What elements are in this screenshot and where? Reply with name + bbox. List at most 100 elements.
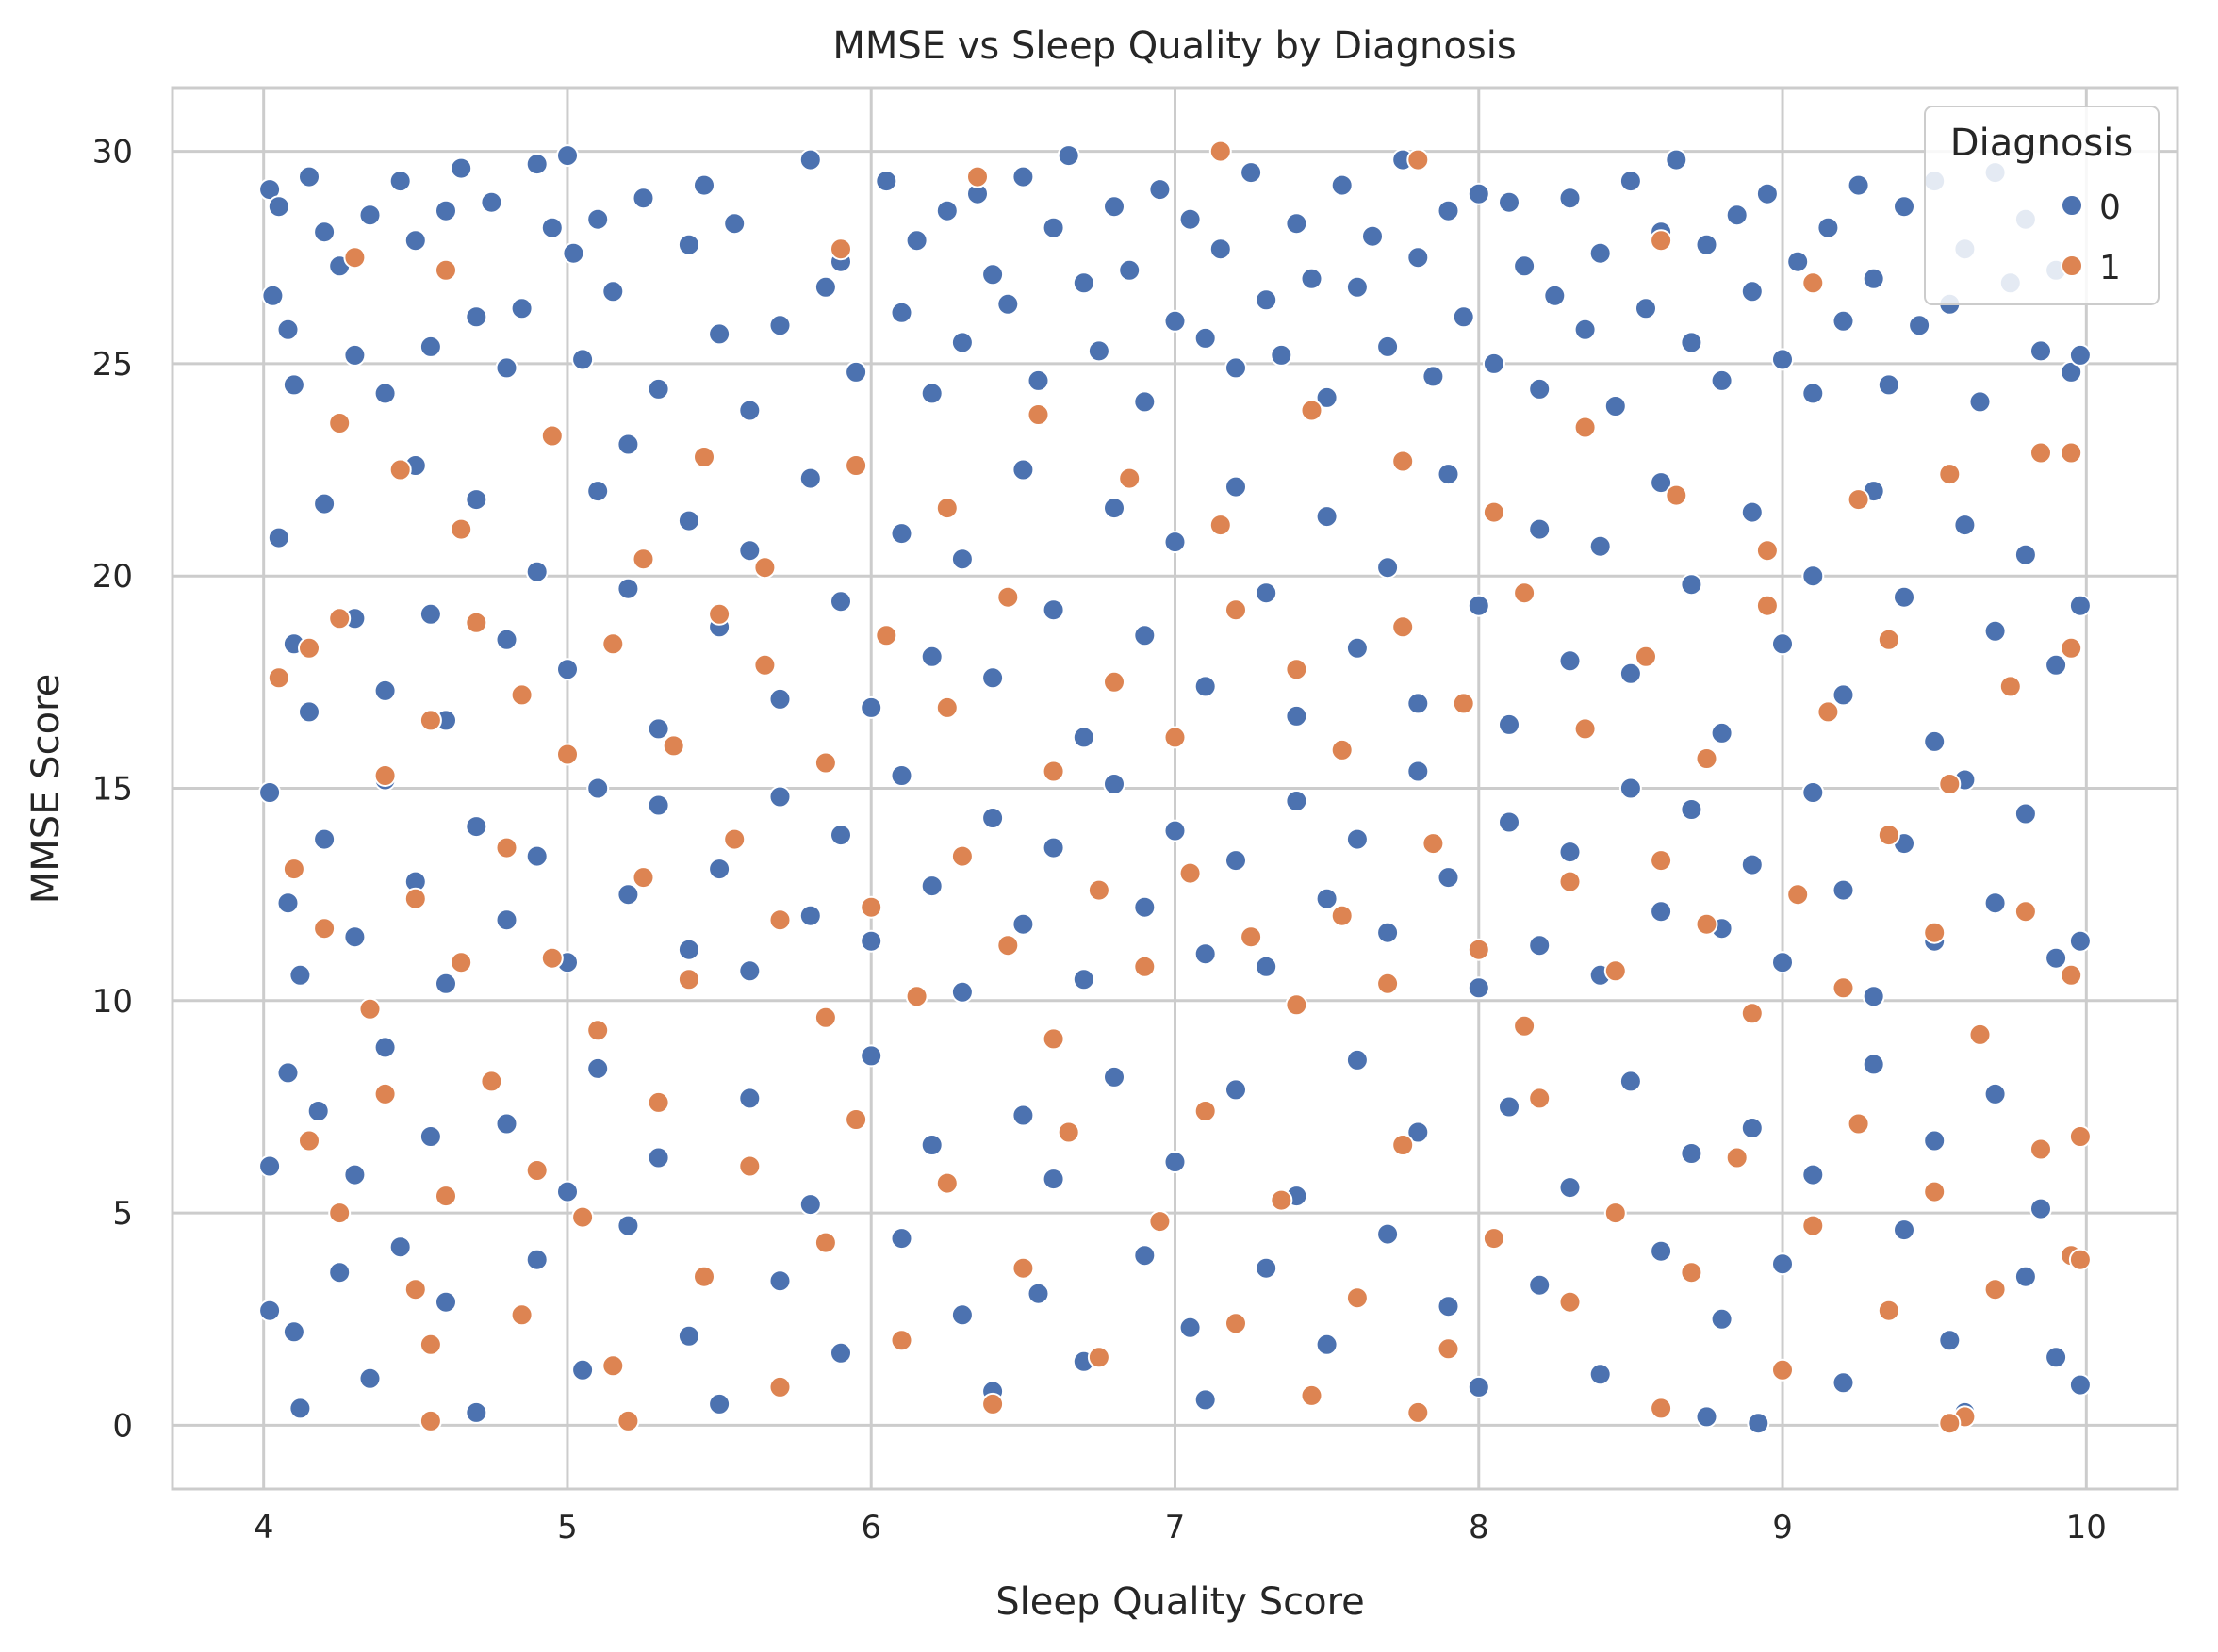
- legend-title: Diagnosis: [1950, 122, 2133, 165]
- data-point-diagnosis-0: [2013, 1265, 2037, 1288]
- data-point-diagnosis-1: [1330, 904, 1354, 927]
- data-point-diagnosis-0: [860, 695, 883, 719]
- data-point-diagnosis-1: [1240, 925, 1263, 949]
- data-point-diagnosis-0: [435, 199, 457, 222]
- data-point-diagnosis-1: [693, 1265, 715, 1288]
- data-point-diagnosis-0: [1635, 297, 1657, 320]
- x-tick-label: 6: [861, 1509, 881, 1546]
- data-point-diagnosis-1: [2029, 1137, 2052, 1161]
- data-point-diagnosis-0: [298, 700, 320, 724]
- data-point-diagnosis-1: [1801, 271, 1825, 295]
- data-point-diagnosis-0: [1103, 497, 1125, 520]
- data-point-diagnosis-0: [556, 658, 579, 681]
- legend-label-1: 1: [2099, 249, 2121, 287]
- x-tick-label: 7: [1165, 1509, 1186, 1546]
- y-tick-label: 0: [112, 1407, 133, 1445]
- y-axis-label: MMSE Score: [25, 674, 68, 904]
- data-point-diagnosis-1: [1300, 399, 1323, 422]
- data-point-diagnosis-0: [830, 590, 852, 613]
- data-point-diagnosis-1: [1224, 598, 1247, 622]
- data-point-diagnosis-0: [2045, 946, 2068, 970]
- data-point-diagnosis-0: [556, 144, 579, 168]
- data-point-diagnosis-1: [1983, 1278, 2007, 1301]
- data-point-diagnosis-1: [1877, 1299, 1900, 1322]
- y-tick-label: 15: [92, 771, 133, 809]
- data-point-diagnosis-0: [465, 305, 488, 329]
- data-point-diagnosis-1: [1650, 1397, 1673, 1420]
- data-point-diagnosis-0: [1027, 1282, 1050, 1305]
- data-point-diagnosis-0: [373, 1036, 397, 1059]
- data-point-diagnosis-1: [813, 1006, 837, 1029]
- data-point-diagnosis-0: [510, 297, 534, 320]
- data-point-diagnosis-1: [419, 709, 442, 732]
- data-point-diagnosis-0: [1862, 1053, 1885, 1076]
- data-point-diagnosis-1: [510, 683, 534, 707]
- data-point-diagnosis-1: [1057, 1120, 1080, 1144]
- data-point-diagnosis-0: [540, 216, 564, 239]
- data-point-diagnosis-1: [1695, 747, 1718, 770]
- data-point-diagnosis-1: [1224, 1312, 1247, 1335]
- data-point-diagnosis-1: [1300, 1383, 1323, 1407]
- data-point-diagnosis-1: [1938, 773, 1962, 795]
- data-point-diagnosis-1: [753, 653, 777, 677]
- data-point-diagnosis-1: [435, 258, 457, 282]
- data-point-diagnosis-0: [2013, 802, 2037, 826]
- data-point-diagnosis-0: [586, 207, 610, 231]
- data-point-diagnosis-0: [1255, 581, 1278, 605]
- data-point-diagnosis-0: [495, 908, 518, 932]
- data-point-diagnosis-1: [1573, 717, 1597, 741]
- data-point-diagnosis-0: [950, 980, 974, 1004]
- data-point-diagnosis-0: [768, 785, 792, 809]
- data-point-diagnosis-0: [288, 1397, 312, 1420]
- data-point-diagnosis-0: [1983, 1082, 2007, 1105]
- data-point-diagnosis-1: [632, 866, 655, 890]
- data-point-diagnosis-0: [632, 187, 655, 210]
- data-point-diagnosis-0: [1072, 271, 1095, 295]
- data-point-diagnosis-1: [480, 1070, 503, 1093]
- data-point-diagnosis-0: [1893, 1219, 1915, 1242]
- data-point-diagnosis-0: [1345, 275, 1369, 299]
- data-point-diagnosis-0: [1710, 721, 1733, 744]
- data-point-diagnosis-1: [1755, 594, 1779, 617]
- data-point-diagnosis-1: [586, 1019, 610, 1042]
- data-point-diagnosis-0: [830, 1341, 852, 1365]
- data-point-diagnosis-1: [890, 1329, 913, 1352]
- data-point-diagnosis-0: [708, 1392, 731, 1415]
- data-point-diagnosis-1: [373, 1082, 397, 1105]
- data-point-diagnosis-0: [1832, 683, 1855, 707]
- data-point-diagnosis-1: [1087, 1346, 1110, 1369]
- data-point-diagnosis-1: [1391, 615, 1415, 639]
- data-point-diagnosis-0: [2068, 1373, 2092, 1397]
- x-tick-label: 10: [2066, 1509, 2107, 1546]
- data-point-diagnosis-0: [1680, 331, 1703, 354]
- data-point-diagnosis-0: [1224, 356, 1247, 380]
- data-point-diagnosis-1: [328, 607, 352, 630]
- data-point-diagnosis-1: [2029, 441, 2052, 465]
- data-point-diagnosis-0: [495, 356, 518, 380]
- data-point-diagnosis-0: [1467, 182, 1490, 205]
- data-point-diagnosis-0: [1285, 212, 1308, 236]
- data-point-diagnosis-0: [525, 560, 549, 583]
- data-point-diagnosis-0: [1193, 942, 1217, 966]
- data-point-diagnosis-0: [1968, 390, 1992, 414]
- x-axis-label: Sleep Quality Score: [995, 1580, 1365, 1624]
- data-point-diagnosis-0: [525, 844, 549, 868]
- data-point-diagnosis-0: [267, 526, 290, 549]
- data-point-diagnosis-1: [1011, 1256, 1035, 1280]
- data-point-diagnosis-0: [480, 190, 503, 214]
- gridlines: [173, 88, 2177, 1489]
- data-point-diagnosis-0: [1923, 729, 1947, 753]
- data-point-diagnosis-0: [616, 433, 640, 456]
- data-point-diagnosis-0: [1042, 598, 1065, 622]
- data-point-diagnosis-0: [306, 1100, 330, 1122]
- data-point-diagnosis-1: [845, 1108, 868, 1131]
- data-point-diagnosis-0: [1528, 517, 1552, 541]
- data-point-diagnosis-0: [647, 793, 670, 817]
- data-point-diagnosis-1: [860, 895, 883, 919]
- data-point-diagnosis-1: [1391, 450, 1415, 473]
- data-point-diagnosis-0: [2029, 339, 2052, 363]
- data-point-diagnosis-0: [258, 178, 282, 202]
- data-point-diagnosis-1: [981, 1392, 1005, 1415]
- data-point-diagnosis-1: [813, 1231, 837, 1254]
- data-point-diagnosis-0: [1771, 348, 1794, 371]
